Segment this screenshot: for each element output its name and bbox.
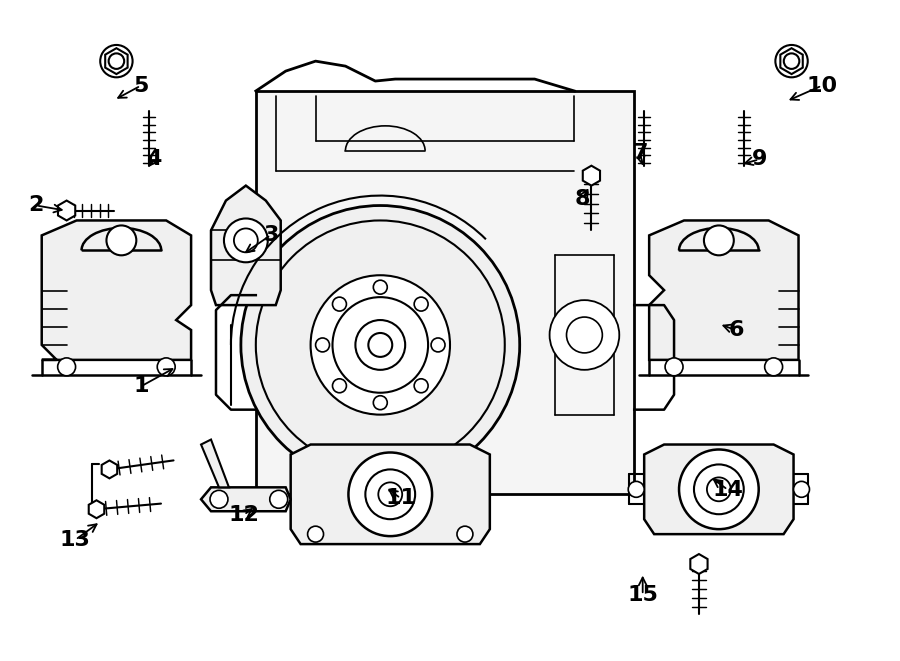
Text: 15: 15 bbox=[627, 585, 658, 605]
Polygon shape bbox=[780, 48, 803, 74]
Circle shape bbox=[310, 275, 450, 414]
Polygon shape bbox=[41, 221, 191, 360]
Polygon shape bbox=[201, 487, 291, 511]
Circle shape bbox=[679, 449, 759, 529]
Text: 11: 11 bbox=[385, 488, 416, 508]
Circle shape bbox=[109, 54, 124, 69]
Circle shape bbox=[356, 320, 405, 370]
Circle shape bbox=[224, 219, 268, 262]
Text: 14: 14 bbox=[713, 480, 743, 500]
Text: 4: 4 bbox=[147, 149, 162, 169]
Text: 3: 3 bbox=[263, 225, 278, 245]
Polygon shape bbox=[89, 500, 104, 518]
Circle shape bbox=[694, 465, 743, 514]
Circle shape bbox=[414, 297, 428, 311]
Circle shape bbox=[348, 453, 432, 536]
Circle shape bbox=[704, 225, 734, 255]
Circle shape bbox=[566, 317, 602, 353]
Polygon shape bbox=[102, 461, 117, 479]
Circle shape bbox=[58, 358, 76, 376]
Polygon shape bbox=[291, 444, 490, 544]
Text: 8: 8 bbox=[575, 189, 590, 209]
Circle shape bbox=[794, 481, 809, 497]
Circle shape bbox=[332, 297, 428, 393]
Circle shape bbox=[374, 280, 387, 294]
Circle shape bbox=[784, 54, 799, 69]
Circle shape bbox=[256, 221, 505, 469]
Circle shape bbox=[368, 333, 392, 357]
Polygon shape bbox=[644, 444, 794, 534]
Text: 13: 13 bbox=[60, 530, 91, 550]
Text: 12: 12 bbox=[229, 505, 259, 525]
Polygon shape bbox=[256, 91, 634, 494]
Circle shape bbox=[550, 300, 619, 370]
Text: 6: 6 bbox=[729, 321, 744, 340]
Circle shape bbox=[210, 490, 228, 508]
Polygon shape bbox=[690, 554, 707, 574]
Circle shape bbox=[431, 338, 445, 352]
Polygon shape bbox=[58, 200, 76, 221]
Circle shape bbox=[158, 358, 176, 376]
Polygon shape bbox=[211, 186, 281, 305]
Circle shape bbox=[332, 297, 347, 311]
Circle shape bbox=[706, 477, 731, 501]
Circle shape bbox=[765, 358, 783, 376]
Circle shape bbox=[241, 206, 519, 485]
Circle shape bbox=[106, 225, 136, 255]
Polygon shape bbox=[583, 166, 600, 186]
Circle shape bbox=[414, 379, 428, 393]
Circle shape bbox=[270, 490, 288, 508]
Circle shape bbox=[628, 481, 644, 497]
Polygon shape bbox=[105, 48, 128, 74]
Circle shape bbox=[332, 379, 347, 393]
Circle shape bbox=[308, 526, 323, 542]
Text: 1: 1 bbox=[133, 377, 148, 397]
Polygon shape bbox=[649, 221, 798, 360]
Circle shape bbox=[234, 229, 257, 253]
Text: 9: 9 bbox=[752, 149, 767, 169]
Circle shape bbox=[457, 526, 472, 542]
Circle shape bbox=[378, 483, 402, 506]
Text: 10: 10 bbox=[806, 75, 838, 96]
Text: 7: 7 bbox=[632, 143, 648, 163]
Text: 5: 5 bbox=[133, 75, 148, 96]
Polygon shape bbox=[201, 440, 229, 487]
Text: 2: 2 bbox=[28, 196, 43, 215]
Circle shape bbox=[316, 338, 329, 352]
Circle shape bbox=[374, 396, 387, 410]
Circle shape bbox=[365, 469, 415, 519]
Circle shape bbox=[665, 358, 683, 376]
